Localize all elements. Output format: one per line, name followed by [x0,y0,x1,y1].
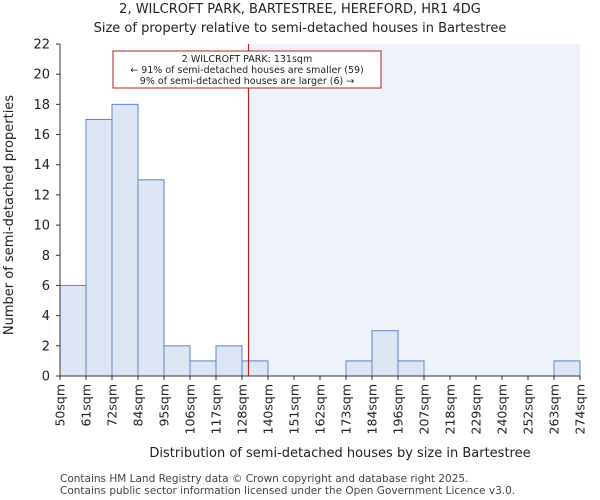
x-tick-label: 162sqm [313,384,328,434]
annotation-box [112,50,382,89]
x-tick-label: 72sqm [105,384,120,427]
x-tick-label: 218sqm [443,384,458,434]
highlight-region [248,44,580,376]
y-tick-label: 22 [33,38,50,53]
x-tick-label: 140sqm [261,384,276,434]
histogram-bar [397,360,425,377]
y-tick-label: 12 [33,188,50,203]
histogram-bar [59,284,87,377]
histogram-bar [345,360,373,377]
y-tick-label: 6 [42,279,50,294]
y-tick-label: 18 [33,98,50,113]
footer-line-2: Contains public sector information licen… [60,485,516,497]
annotation-line: 9% of semi-detached houses are larger (6… [140,76,354,87]
annotation-line: 2 WILCROFT PARK: 131sqm [182,54,312,65]
histogram-bar [137,179,165,377]
y-tick-label: 16 [33,128,50,143]
x-tick-label: 252sqm [521,384,536,434]
x-tick-label: 274sqm [573,384,588,434]
x-tick-label: 128sqm [235,384,250,434]
histogram-bar [241,360,269,377]
y-tick-label: 0 [42,370,50,385]
y-tick-label: 8 [42,249,50,264]
histogram-bar [189,360,217,377]
y-tick-label: 10 [33,219,50,234]
y-axis-title: Number of semi-detached properties [2,95,17,335]
histogram-bar [163,345,191,377]
x-tick-label: 95sqm [157,384,172,427]
x-tick-label: 184sqm [365,384,380,434]
x-tick-label: 263sqm [547,384,562,434]
histogram-bar [371,330,399,377]
histogram-bar [85,118,113,377]
y-tick-label: 4 [42,309,50,324]
x-tick-label: 61sqm [79,384,94,427]
x-axis-title: Distribution of semi-detached houses by … [149,446,530,461]
histogram-bar [553,360,581,377]
x-tick-label: 207sqm [417,384,432,434]
x-tick-label: 196sqm [391,384,406,434]
x-tick-label: 50sqm [53,384,68,427]
x-tick-label: 151sqm [287,384,302,434]
y-tick-label: 2 [42,339,50,354]
y-tick-label: 14 [33,158,50,173]
histogram-bar [111,103,139,377]
chart-title: 2, WILCROFT PARK, BARTESTREE, HEREFORD, … [119,2,481,17]
x-tick-label: 106sqm [183,384,198,434]
footer-line-1: Contains HM Land Registry data © Crown c… [60,473,469,485]
annotation-line: ← 91% of semi-detached houses are smalle… [130,65,364,76]
x-tick-label: 173sqm [339,384,354,434]
x-tick-label: 117sqm [209,384,224,434]
x-tick-label: 84sqm [131,384,146,427]
chart-subtitle: Size of property relative to semi-detach… [93,21,507,36]
y-tick-label: 20 [33,68,50,83]
histogram-bar [215,345,243,377]
x-tick-label: 240sqm [495,384,510,434]
x-tick-label: 229sqm [469,384,484,434]
